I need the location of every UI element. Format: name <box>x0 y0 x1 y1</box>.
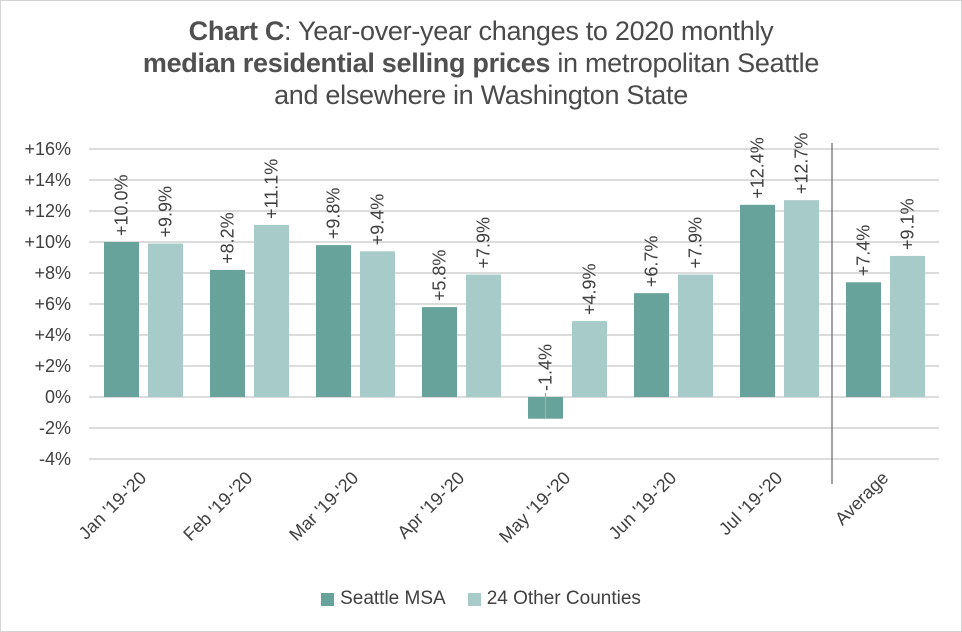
data-label: +7.9% <box>474 217 494 269</box>
data-label: +12.4% <box>748 137 768 199</box>
data-label: +11.1% <box>262 159 282 219</box>
legend-swatch <box>321 592 335 606</box>
y-tick-label: -4% <box>39 449 71 469</box>
bar-other-counties <box>148 243 183 397</box>
data-label: +8.2% <box>218 212 238 264</box>
x-tick-label: May '19-'20 <box>495 468 574 547</box>
data-label: +4.9% <box>580 264 600 316</box>
legend-label: 24 Other Counties <box>486 588 641 609</box>
legend-item: 24 Other Counties <box>467 588 641 610</box>
data-label: +9.9% <box>156 186 176 238</box>
data-label: +7.9% <box>686 217 706 269</box>
legend-item: Seattle MSA <box>321 588 446 610</box>
data-labels: +10.0% +9.9% +8.2% +11.1% +9.8% +9.4% +5.8% +7.… <box>112 133 918 419</box>
legend: Seattle MSA 24 Other Counties <box>1 588 961 610</box>
data-label: +9.8% <box>324 188 344 240</box>
data-label: +9.1% <box>898 198 918 250</box>
title-rest-2: in metropolitan Seattle <box>550 48 820 78</box>
bar-other-counties <box>678 274 713 397</box>
data-label: +7.4% <box>854 225 874 277</box>
data-label: +10.0% <box>112 174 132 236</box>
y-tick-label: +2% <box>34 356 71 376</box>
legend-label: Seattle MSA <box>340 588 446 609</box>
data-label: +12.7% <box>792 133 812 195</box>
y-tick-label: +6% <box>34 294 71 314</box>
chart-title: Chart C: Year-over-year changes to 2020 … <box>1 15 961 111</box>
bar-seattle-msa <box>634 293 669 397</box>
bar-seattle-msa <box>210 269 245 397</box>
x-tick-label: Jun '19-'20 <box>605 468 681 544</box>
bar-other-counties <box>254 224 289 397</box>
x-tick-label: Apr '19-'20 <box>393 468 468 543</box>
y-tick-label: +12% <box>24 201 71 221</box>
bar-seattle-msa <box>846 282 881 397</box>
y-tick-label: +10% <box>24 232 71 252</box>
y-tick-label: +4% <box>34 325 71 345</box>
title-rest-1: : Year-over-year changes to 2020 monthly <box>284 16 774 46</box>
bar-other-counties <box>572 321 607 397</box>
y-tick-label: +14% <box>24 170 71 190</box>
y-tick-label: 0% <box>45 387 71 407</box>
y-tick-label: -2% <box>39 418 71 438</box>
x-tick-label: Feb '19-'20 <box>179 468 256 545</box>
bar-seattle-msa <box>422 307 457 397</box>
x-tick-label: Jan '19-'20 <box>75 468 151 544</box>
bar-other-counties <box>784 200 819 397</box>
bar-seattle-msa <box>740 204 775 397</box>
bar-seattle-msa <box>316 245 351 397</box>
data-label: +6.7% <box>642 236 662 288</box>
bars <box>104 200 925 419</box>
x-axis-ticks: Jan '19-'20 Feb '19-'20 Mar '19-'20 Apr '19… <box>75 468 893 547</box>
data-label: +9.4% <box>368 194 388 246</box>
x-tick-label: Jul '19-'20 <box>715 468 786 539</box>
y-tick-label: +8% <box>34 263 71 283</box>
y-axis-ticks: +16% +14% +12% +10% +8% +6% +4% +2% 0% -2% -4% <box>24 139 71 469</box>
bar-other-counties <box>890 255 925 397</box>
bar-other-counties <box>360 251 395 397</box>
data-label: +5.8% <box>430 250 450 302</box>
data-label: -1.4% <box>536 344 556 391</box>
title-bold-2: median residential selling prices <box>142 48 551 78</box>
title-bold-1: Chart C <box>188 16 285 46</box>
bar-other-counties <box>466 274 501 397</box>
legend-swatch <box>467 592 481 606</box>
x-tick-label: Mar '19-'20 <box>285 468 362 545</box>
y-tick-label: +16% <box>24 139 71 159</box>
x-tick-label: Average <box>831 468 892 529</box>
bar-seattle-msa <box>104 242 139 397</box>
title-line-3: and elsewhere in Washington State <box>274 80 688 110</box>
